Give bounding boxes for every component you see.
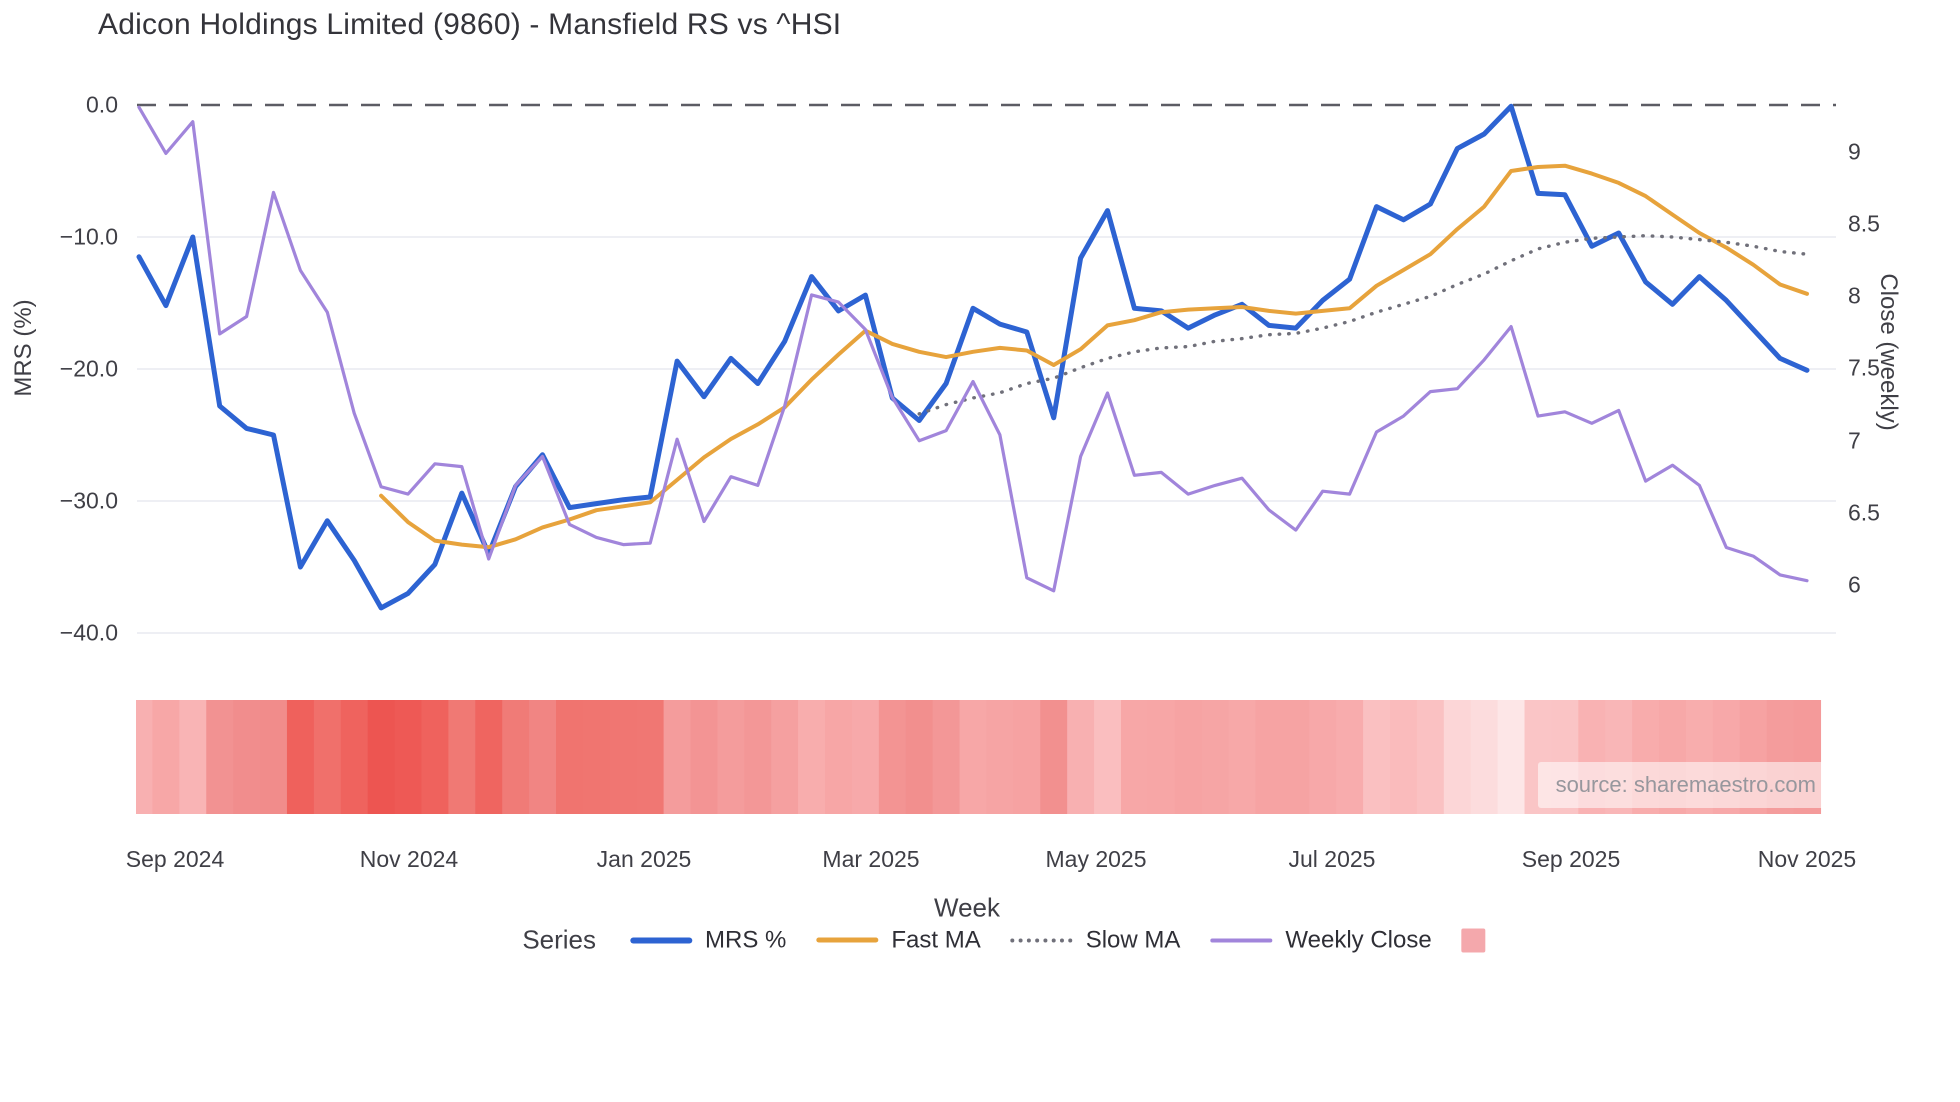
y-left-tick-label: −30.0 <box>59 487 118 514</box>
weekly-close-swatch-icon <box>1210 938 1273 942</box>
x-tick-label: Nov 2024 <box>359 846 459 872</box>
y-left-tick-label: 0.0 <box>86 91 118 118</box>
mrs-heatmap-cell <box>878 700 907 814</box>
mrs-heatmap-cell <box>663 700 692 814</box>
mrs-heatmap-cell <box>1040 700 1068 814</box>
mrs-heatmap-cell <box>986 700 1014 814</box>
y-right-tick-label: 7.5 <box>1848 354 1880 381</box>
mrs-heatmap-cell <box>851 700 880 814</box>
mrs-heatmap-cell <box>744 700 772 814</box>
mrs-heatmap-cell <box>636 700 665 814</box>
mrs-heatmap-cell <box>1497 700 1526 814</box>
mrs-heatmap-cell <box>798 700 826 814</box>
legend-item-mrs[interactable]: MRS % <box>630 926 786 954</box>
mrs-heatmap-cell <box>502 700 530 814</box>
series-weekly-close-line <box>137 105 1809 593</box>
x-tick-label: Jan 2025 <box>596 846 692 872</box>
mrs-heatmap-cell <box>136 700 154 814</box>
series-slow-ma-line <box>917 233 1809 416</box>
y-right-tick-label: 6 <box>1848 571 1861 598</box>
mrs-heatmap-cell <box>340 700 369 814</box>
x-tick-label: Nov 2025 <box>1757 846 1857 872</box>
mrs-heatmap-cell <box>1282 700 1310 814</box>
x-tick-label: Jul 2025 <box>1288 846 1376 872</box>
x-tick-label: Sep 2025 <box>1521 846 1621 872</box>
mrs-heatmap-cell <box>582 700 611 814</box>
y-left-tick-label: −10.0 <box>59 223 118 250</box>
mrs-heatmap-cell <box>286 700 315 814</box>
mrs-swatch-icon <box>630 937 693 943</box>
legend-item-fast-ma[interactable]: Fast MA <box>816 926 981 954</box>
x-tick-label: Sep 2024 <box>125 846 225 872</box>
y-right-tick-label: 7 <box>1848 427 1861 454</box>
x-tick-label: May 2025 <box>1045 846 1147 872</box>
legend-item-label: Slow MA <box>1085 926 1181 953</box>
mrs-heatmap-cell <box>1067 700 1095 814</box>
mrs-heatmap-cell <box>1094 700 1122 814</box>
legend-item-slow-ma[interactable]: Slow MA <box>1010 926 1181 954</box>
mrs-heatmap-cell <box>825 700 853 814</box>
mrs-heatmap-cell <box>1013 700 1041 814</box>
y-left-tick-label: −40.0 <box>59 619 118 646</box>
mrs-heatmap-cell <box>905 700 934 814</box>
mrs-heatmap-cell <box>394 700 423 814</box>
mrs-heatmap-cell <box>1390 700 1418 814</box>
y-right-tick-label: 8 <box>1848 282 1861 309</box>
mrs-heatmap-cell <box>260 700 288 814</box>
mrs-heatmap-cell <box>609 700 638 814</box>
mrs-heatmap-cell <box>421 700 449 814</box>
mrs-heatmap-cell <box>1228 700 1257 814</box>
mrs-heatmap-cell <box>717 700 745 814</box>
fast-ma-swatch-icon <box>816 937 879 943</box>
heatmap-swatch-icon <box>1461 928 1486 952</box>
y-right-tick-label: 8.5 <box>1848 210 1880 237</box>
mrs-heatmap-cell <box>152 700 180 814</box>
legend-item-label: Fast MA <box>891 926 981 953</box>
y-left-tick-label: −20.0 <box>59 355 118 382</box>
mrs-heatmap-cell <box>556 700 584 814</box>
slow-ma-swatch-icon <box>1010 938 1073 942</box>
mrs-heatmap-cell <box>1309 700 1337 814</box>
mrs-heatmap-cell <box>233 700 261 814</box>
legend-item-weekly-close[interactable]: Weekly Close <box>1210 926 1432 954</box>
mrs-heatmap-cell <box>1174 700 1203 814</box>
legend-item-label: Weekly Close <box>1285 926 1432 953</box>
mrs-heatmap-cell <box>529 700 557 814</box>
mrs-heatmap-cell <box>448 700 476 814</box>
legend-item-heatmap[interactable] <box>1461 928 1486 952</box>
chart-title: Adicon Holdings Limited (9860) - Mansfie… <box>98 8 842 41</box>
mrs-heatmap-cell <box>1120 700 1149 814</box>
legend-item-label: MRS % <box>705 926 787 953</box>
mrs-heatmap-cell <box>313 700 342 814</box>
mrs-heatmap-cell <box>1255 700 1283 814</box>
source-watermark: source: sharemaestro.com <box>1537 762 1834 808</box>
mrs-heatmap-cell <box>367 700 396 814</box>
mrs-heatmap-cell <box>959 700 988 814</box>
y-right-tick-label: 6.5 <box>1848 499 1880 526</box>
x-axis-title: Week <box>934 892 1000 923</box>
mrs-heatmap-cell <box>771 700 799 814</box>
mrs-heatmap-cell <box>1147 700 1176 814</box>
legend-title: Series <box>522 924 597 955</box>
series-fast-ma-line <box>379 163 1809 550</box>
mrs-heatmap-cell <box>1363 700 1391 814</box>
mrs-heatmap-cell <box>1443 700 1472 814</box>
legend: Series MRS % Fast MA Slow MA Weekly Close <box>522 924 1486 956</box>
mrs-heatmap-cell <box>1470 700 1499 814</box>
mrs-heatmap-cell <box>475 700 503 814</box>
mrs-heatmap-cell <box>932 700 961 814</box>
mrs-heatmap-cell <box>179 700 207 814</box>
mrs-heatmap-cell <box>1416 700 1445 814</box>
mrs-heatmap-cell <box>1336 700 1364 814</box>
mrs-heatmap-cell <box>690 700 719 814</box>
y-right-tick-label: 9 <box>1848 138 1861 165</box>
series-mrs-line <box>136 103 1810 611</box>
x-tick-label: Mar 2025 <box>822 846 920 872</box>
mrs-heatmap-cell <box>1201 700 1230 814</box>
mrs-heatmap-cell <box>206 700 234 814</box>
